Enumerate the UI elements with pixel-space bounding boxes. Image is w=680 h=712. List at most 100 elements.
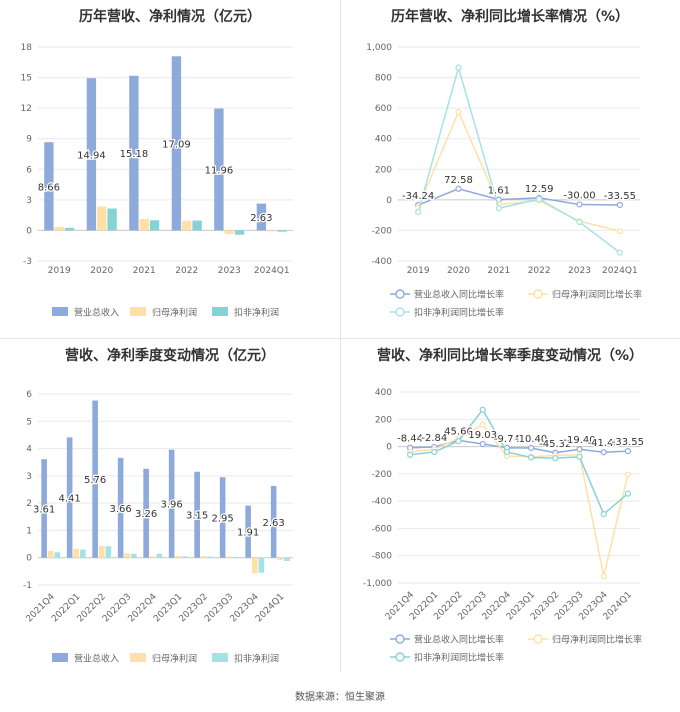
bar	[233, 556, 239, 558]
series-line	[417, 110, 621, 232]
y-tick-label: -1	[23, 581, 32, 591]
y-tick-label: 0	[26, 554, 32, 564]
data-point	[600, 449, 607, 456]
y-tick-label: 15	[21, 74, 32, 84]
x-tick-label: 2023	[218, 266, 241, 276]
y-tick-label: -400	[372, 497, 393, 507]
legend-swatch	[52, 653, 68, 662]
bar	[251, 557, 258, 574]
bar	[92, 400, 98, 558]
bar	[256, 203, 267, 231]
data-label: -8.44	[397, 434, 423, 445]
x-tick-label: 2019	[407, 266, 430, 276]
legend-swatch	[212, 653, 228, 662]
bar	[182, 220, 192, 231]
data-point	[552, 455, 559, 462]
data-point	[479, 421, 486, 428]
series-line	[410, 423, 629, 577]
data-label: 72.58	[444, 175, 473, 186]
bar	[64, 227, 75, 231]
legend-marker	[533, 289, 543, 299]
data-label: -45.32	[539, 439, 571, 450]
bar	[66, 437, 73, 558]
data-point	[616, 201, 623, 209]
bar	[107, 208, 117, 231]
y-tick-label: 200	[375, 165, 392, 175]
data-point	[503, 448, 510, 456]
y-tick-label: 0	[386, 443, 392, 453]
bar	[194, 471, 200, 558]
bar	[105, 546, 112, 558]
data-point	[455, 64, 462, 71]
data-label: 8.66	[38, 182, 60, 193]
bar	[245, 505, 251, 558]
bar	[258, 557, 265, 573]
bar	[192, 220, 202, 231]
y-tick-label: 12	[21, 104, 32, 114]
data-point	[455, 185, 462, 192]
x-tick-label: 2024Q1	[254, 266, 290, 276]
x-tick-label: 2024Q1	[602, 266, 638, 276]
legend-marker	[395, 634, 405, 644]
data-point	[536, 195, 543, 203]
chart-title: 营收、净利同比增长率季度变动情况（%）	[376, 348, 644, 364]
data-point	[600, 511, 607, 518]
annual-bar-chart: -3 0 3 6 9 12 15 18 2019 2020 2021 2022 2023 2024Q1 8.…	[21, 43, 293, 319]
bar	[224, 230, 234, 234]
data-label: 15.18	[120, 149, 149, 160]
data-label: 3.15	[186, 511, 208, 522]
bar	[284, 557, 290, 561]
bar	[131, 553, 137, 558]
y-tick-label: -600	[372, 524, 393, 534]
bar	[277, 557, 284, 561]
data-label: -33.55	[612, 437, 644, 448]
y-tick-label: 5	[26, 417, 32, 427]
legend-label: 扣非净利润同比增长率	[414, 652, 504, 664]
data-point	[576, 453, 583, 460]
data-label: 12.59	[525, 184, 554, 195]
y-tick-label: 600	[375, 104, 392, 114]
y-tick-label: 1,000	[366, 43, 392, 53]
y-tick-label: 400	[375, 388, 392, 398]
bar	[139, 219, 149, 231]
bar	[207, 556, 214, 558]
x-tick-label: 2022	[528, 266, 551, 276]
bar	[200, 556, 207, 558]
y-tick-label: 800	[375, 74, 392, 84]
data-point	[455, 438, 462, 445]
data-label: 3.66	[110, 504, 132, 515]
data-point	[528, 454, 535, 461]
data-point	[576, 201, 583, 208]
bar	[47, 550, 54, 558]
bar	[80, 549, 86, 558]
bar	[143, 468, 149, 558]
data-label: 19.03	[468, 430, 497, 441]
data-label: -2.84	[421, 433, 447, 444]
series-line	[417, 64, 621, 254]
bar	[226, 556, 233, 558]
legend-label: 扣非净利润同比增长率	[414, 307, 504, 319]
bar	[219, 477, 226, 558]
bar	[98, 545, 105, 558]
y-tick-label: 18	[21, 43, 33, 53]
y-tick-label: 6	[26, 390, 32, 400]
legend-marker	[395, 289, 405, 299]
data-point	[479, 440, 486, 448]
bar	[267, 230, 277, 232]
y-tick-label: 0	[26, 226, 32, 236]
data-point	[406, 451, 414, 458]
legend-swatch	[52, 307, 68, 316]
legend-label: 归母净利润同比增长率	[552, 289, 642, 301]
bar	[175, 555, 182, 558]
quarterly-growth-panel: 营收、净利同比增长率季度变动情况（%） -1,000 -800 -600 -400 -2…	[340, 339, 680, 672]
data-label: 1.91	[237, 528, 259, 539]
bar	[214, 108, 224, 231]
chart-title: 历年营收、净利情况（亿元）	[79, 9, 261, 25]
bar	[234, 230, 245, 235]
y-tick-label: -800	[372, 552, 393, 562]
data-label: -41.40	[588, 438, 620, 449]
data-point	[616, 228, 623, 235]
x-tick-label: 2020	[447, 266, 470, 276]
bar	[97, 206, 107, 231]
data-label: -10.40	[515, 434, 547, 445]
